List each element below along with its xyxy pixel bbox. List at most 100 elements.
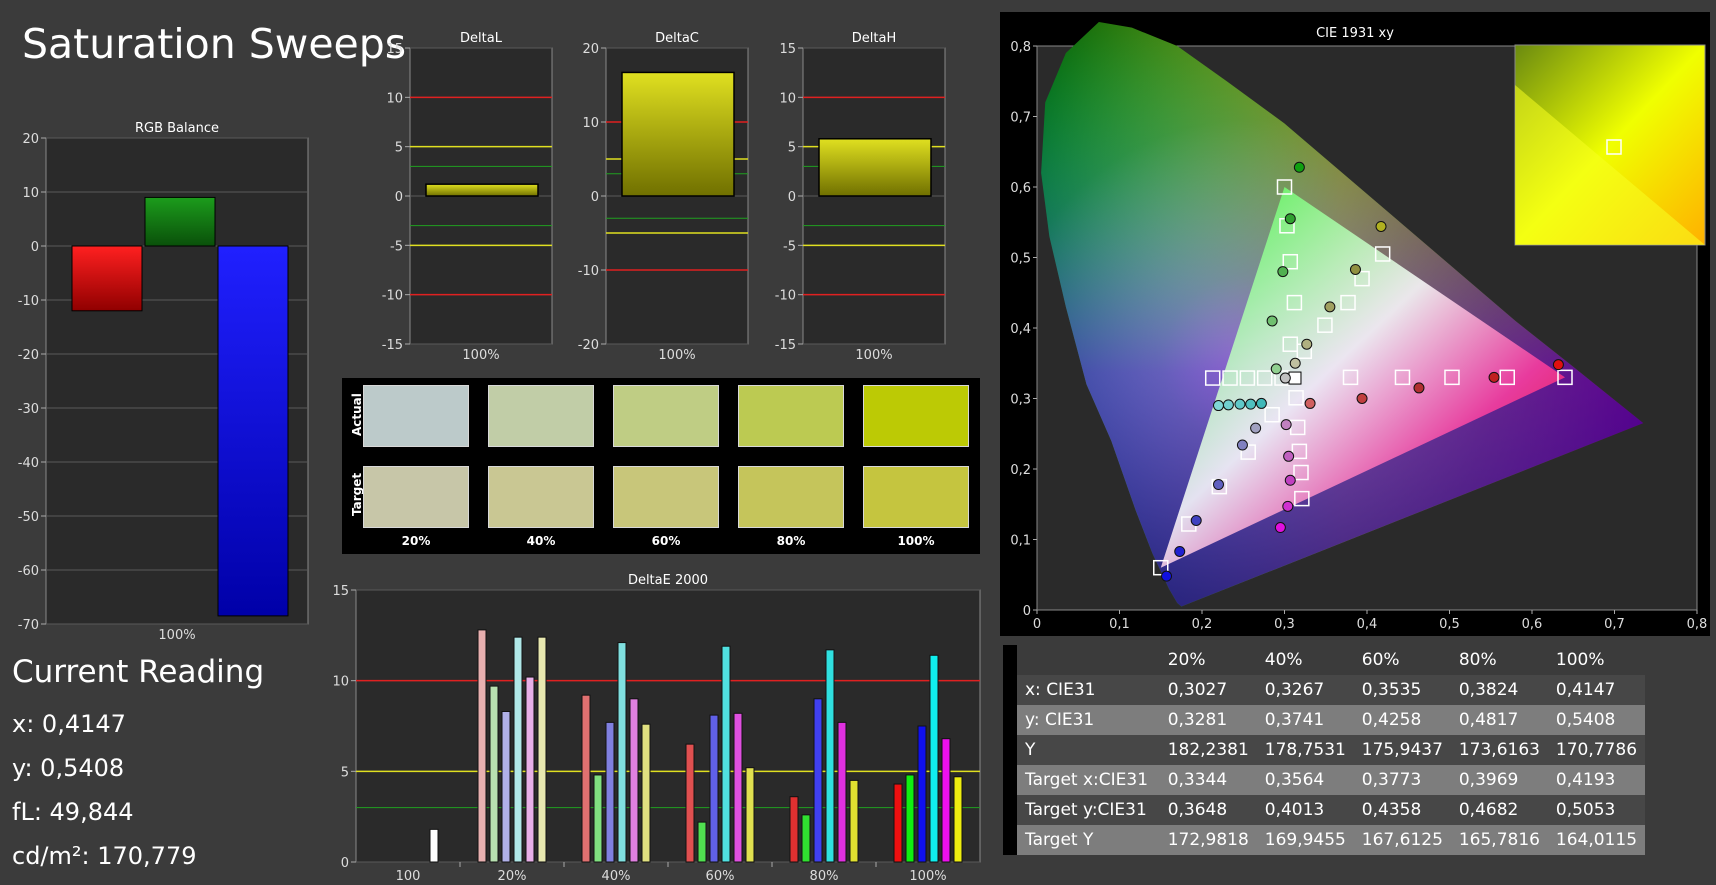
y-tick-label: 0,7 [1010,111,1031,126]
y-tick-label: 15 [779,42,796,57]
table-cell: 0,3281 [1159,705,1257,735]
deltae-bar [501,710,511,863]
chart-title: DeltaL [460,31,503,46]
table-row: Y 182,2381 178,7531 175,9437 173,6163 170,778… [1003,735,1645,765]
measured-point [1174,545,1186,557]
inset-target-square [1606,139,1622,155]
measured-point [1161,570,1173,582]
target-square [1291,443,1308,460]
table-cell: 0,3648 [1159,795,1257,825]
table-cell: 0,3564 [1256,765,1354,795]
deltae-bar [593,774,603,863]
delta-bar [425,183,539,197]
x-tick-label: 0,8 [1687,617,1708,632]
bar-blue [217,245,289,617]
y-tick-label: -20 [18,348,39,363]
table-cell: 100% [1547,645,1645,675]
target-row-label: Target [350,472,364,516]
target-square [1222,370,1238,386]
actual-swatch [613,385,719,447]
table-cell: 164,0115 [1547,825,1645,855]
deltae-bar [721,645,731,863]
y-tick-label: -10 [578,264,599,279]
x-tick-label: 80% [810,869,839,884]
table-cell: 0,4358 [1353,795,1451,825]
table-row: 20% 40% 60% 80% 100% [1003,645,1645,675]
chart-title: RGB Balance [135,121,219,136]
deltae-bar [733,712,743,863]
page-title: Saturation Sweeps [22,20,407,68]
deltae-bar [745,767,755,863]
deltae-bar [941,738,951,863]
deltae-bar [789,796,799,863]
bar-charts-svg: RGB Balance-70-60-50-40-30-20-1001020100… [18,31,981,884]
reading-fl: fL: 49,844 [12,798,134,826]
deltae-bar [709,714,719,863]
target-square [1374,246,1391,262]
x-tick-label: 100% [855,348,892,363]
x-tick-label: 0,4 [1357,617,1378,632]
row-edge [1003,705,1017,735]
table-cell: 175,9437 [1353,735,1451,765]
deltae-bar [825,649,835,863]
measured-point [1289,357,1301,369]
deltae-bar [813,698,823,863]
target-square [1276,179,1293,195]
delta-bar [818,138,932,197]
table-cell: 173,6163 [1450,735,1548,765]
y-tick-label: 0,1 [1010,534,1031,549]
deltae-bar [629,698,639,863]
row-edge [1003,735,1017,765]
target-square [1294,490,1310,507]
table-cell: 182,2381 [1159,735,1257,765]
measured-point [1255,397,1267,409]
measured-point [1324,301,1336,313]
y-tick-label: -5 [783,239,796,254]
current-reading-title: Current Reading [12,654,265,690]
x-tick-label: 0 [1033,617,1041,632]
row-edge [1003,765,1017,795]
measured-point [1284,213,1296,225]
table-cell: 0,5053 [1547,795,1645,825]
x-tick-label: 100 [396,869,421,884]
measured-point [1190,514,1202,526]
deltae-bar [429,828,439,863]
x-tick-label: 0,6 [1522,617,1543,632]
target-swatch [863,466,969,528]
plot-area [355,589,981,863]
x-tick-label: 100% [658,348,695,363]
table-cell: 0,5408 [1547,705,1645,735]
x-tick-label: 0,3 [1274,617,1295,632]
target-square [1342,369,1359,386]
bar-red [71,245,143,312]
table-row: Target Y 172,9818 169,9455 167,6125 165,7816… [1003,825,1645,855]
row-edge [1003,825,1017,855]
target-square [1240,444,1256,460]
y-tick-label: -30 [18,402,39,417]
table-cell: 0,4193 [1547,765,1645,795]
deltae-bar [917,725,927,863]
measured-point [1282,500,1294,512]
x-tick-label: 20% [498,869,527,884]
table-row: Target y:CIE31 0,3648 0,4013 0,4358 0,4682 0,… [1003,795,1645,825]
table-cell: 0,3267 [1256,675,1354,705]
row-edge [1003,645,1017,675]
deltae-bar [477,629,487,863]
y-tick-label: 5 [395,141,403,156]
measured-point [1552,359,1564,371]
y-tick-label: 10 [22,186,39,201]
measured-point [1413,382,1425,394]
y-tick-label: 15 [386,42,403,57]
x-tick-label: 100% [909,869,946,884]
deltae-bar [641,723,651,863]
y-tick-label: -10 [382,289,403,304]
table-cell: 60% [1353,645,1451,675]
y-tick-label: 10 [386,91,403,106]
y-tick-label: 0,4 [1010,322,1031,337]
x-tick-label: 40% [602,869,631,884]
deltae-bar [929,654,939,863]
actual-row-label: Actual [350,393,364,436]
deltae-bar [489,685,499,863]
target-swatch [488,466,594,528]
deltae-bar [605,721,615,863]
